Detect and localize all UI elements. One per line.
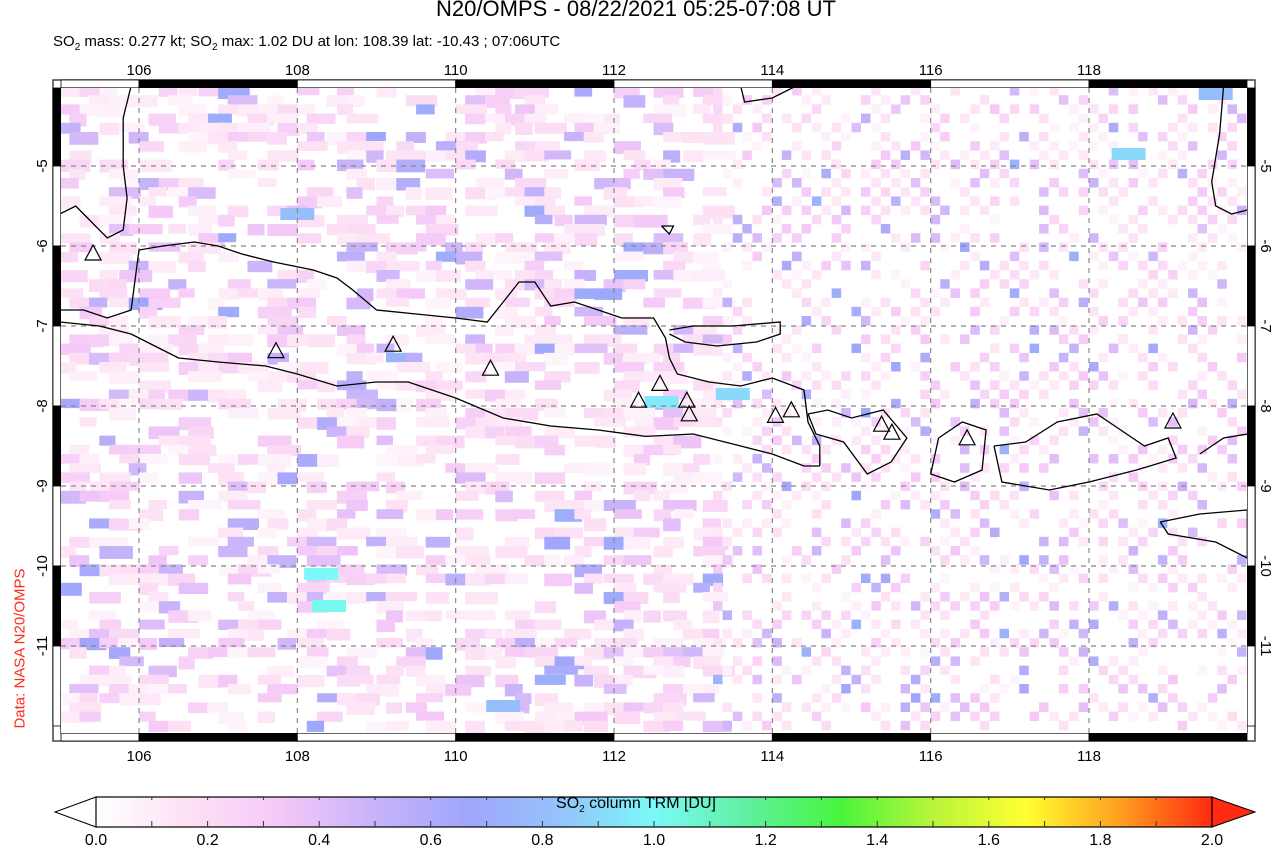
lon-tick-label-bottom: 108 xyxy=(285,748,310,765)
colorbar-tick-label: 1.4 xyxy=(866,832,889,849)
volcano-markers xyxy=(84,243,1182,446)
lat-tick-label-left: -11 xyxy=(34,636,51,657)
graticule-grid xyxy=(61,88,1247,733)
lon-tick-label-top: 118 xyxy=(1077,62,1101,79)
volcano-marker-icon xyxy=(481,358,500,376)
lon-tick-label-bottom: 112 xyxy=(602,748,626,765)
colorbar-title: SO2 column TRM [DU] xyxy=(556,795,716,816)
lon-tick-label-top: 108 xyxy=(285,62,310,79)
volcano-marker-icon xyxy=(766,406,785,423)
lat-tick-label-right: -9 xyxy=(1257,479,1272,492)
lon-tick-label-top: 110 xyxy=(444,62,468,79)
lat-tick-label-right: -8 xyxy=(1257,399,1272,412)
lat-tick-label-left: -5 xyxy=(34,159,51,172)
volcano-marker-icon xyxy=(266,341,285,359)
volcano-marker-icon xyxy=(384,334,403,352)
lon-tick-label-top: 116 xyxy=(919,62,943,79)
lat-tick-label-left: -9 xyxy=(34,479,51,492)
volcano-marker-icon xyxy=(1163,411,1182,429)
colorbar-tick-label: 0.6 xyxy=(419,832,442,849)
colorbar-tick-label: 0.4 xyxy=(308,832,331,849)
colorbar-tick-label: 0.0 xyxy=(84,832,108,849)
colorbar-tick-label: 1.6 xyxy=(977,832,1000,849)
lat-tick-label-left: -7 xyxy=(34,319,51,332)
coastline-layer xyxy=(61,88,1247,559)
lat-tick-label-left: -8 xyxy=(34,399,51,412)
colorbar-tick-label: 1.2 xyxy=(754,832,777,849)
lon-tick-label-top: 114 xyxy=(760,62,784,79)
volcano-marker-icon xyxy=(872,414,891,432)
so2-pixel-layer xyxy=(61,88,1247,733)
colorbar-tick-label: 0.8 xyxy=(531,832,554,849)
lat-tick-label-right: -11 xyxy=(1257,636,1272,657)
volcano-marker-icon xyxy=(882,422,901,440)
volcano-marker-icon xyxy=(782,400,801,418)
map-subtitle: SO2 mass: 0.277 kt; SO2 max: 1.02 DU at … xyxy=(53,33,561,53)
lon-tick-label-bottom: 106 xyxy=(126,748,151,765)
lon-tick-label-top: 112 xyxy=(602,62,626,79)
lon-tick-label-bottom: 114 xyxy=(760,748,784,765)
lat-tick-label-right: -5 xyxy=(1257,159,1272,172)
colorbar-tick-label: 0.2 xyxy=(196,832,219,849)
lat-tick-label-right: -10 xyxy=(1257,555,1272,577)
volcano-marker-icon xyxy=(677,390,696,408)
colorbar-tick-label: 1.0 xyxy=(642,832,666,849)
lat-tick-label-left: -10 xyxy=(34,555,51,577)
volcano-marker-icon xyxy=(958,428,977,446)
lon-tick-label-bottom: 118 xyxy=(1077,748,1101,765)
colorbar-tick-label: 1.8 xyxy=(1089,832,1112,849)
colorbar xyxy=(53,796,1257,828)
lon-tick-label-bottom: 116 xyxy=(919,748,943,765)
lat-tick-label-right: -7 xyxy=(1257,319,1272,332)
volcano-marker-icon xyxy=(650,374,669,391)
colorbar-tick-label: 2.0 xyxy=(1200,832,1224,849)
lon-tick-label-bottom: 110 xyxy=(444,748,468,765)
lat-tick-label-right: -6 xyxy=(1257,239,1272,252)
lat-tick-label-left: -6 xyxy=(34,239,51,252)
lon-tick-label-top: 106 xyxy=(126,62,151,79)
axis-labels: 106 106 108 108 110 110 112 112 114 114 116 116 118 1… xyxy=(34,62,1272,765)
map-title: N20/OMPS - 08/22/2021 05:25-07:08 UT xyxy=(436,0,836,21)
volcano-marker-icon xyxy=(84,243,103,261)
volcano-marker-icon xyxy=(680,404,699,422)
volcano-marker-icon xyxy=(629,390,648,408)
